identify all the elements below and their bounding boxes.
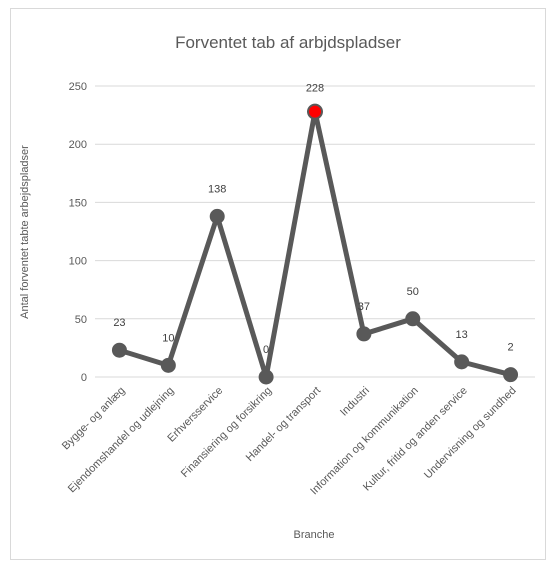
data-label: 50: [407, 286, 419, 298]
data-labels: 23 10 138 0 228 37 50 13 2: [113, 83, 513, 356]
data-point: [307, 103, 323, 120]
data-point: [405, 311, 421, 327]
data-point: [160, 357, 176, 373]
y-axis-ticks: 0 50 100 150 200 250: [69, 81, 87, 384]
x-tick-label: Industri: [338, 385, 372, 419]
data-label: 23: [113, 317, 125, 329]
data-label: 37: [358, 301, 370, 313]
data-label: 138: [208, 183, 226, 195]
series-line-path: [116, 109, 514, 380]
y-tick-label: 0: [81, 372, 87, 384]
y-tick-label: 50: [75, 314, 87, 326]
x-tick-label: Kultur, fritid og anden service: [361, 385, 470, 494]
data-point: [356, 326, 372, 342]
series-markers: [111, 103, 519, 385]
data-point: [258, 369, 274, 385]
data-point: [209, 208, 225, 224]
chart-title: Forventet tab af arbjdspladser: [175, 33, 401, 52]
x-tick-label: Ejendomshandel og udlejning: [66, 385, 177, 496]
x-tick-label: Finansiering og forsikring: [179, 385, 274, 480]
data-point: [454, 354, 470, 370]
data-label: 13: [456, 329, 468, 341]
y-tick-label: 200: [69, 139, 87, 151]
y-tick-label: 100: [69, 256, 87, 268]
x-axis-label: Branche: [294, 529, 335, 541]
data-label: 0: [263, 344, 269, 356]
data-label: 228: [306, 83, 324, 95]
x-tick-label: Undervisning og sundhed: [422, 385, 519, 482]
grid-lines: [95, 85, 535, 378]
chart-frame: [10, 8, 546, 560]
series-line: [116, 109, 514, 380]
data-point: [111, 342, 127, 358]
y-tick-label: 150: [69, 197, 87, 209]
data-label: 2: [507, 342, 513, 354]
data-label: 10: [162, 332, 174, 344]
y-tick-label: 250: [69, 81, 87, 93]
data-point: [503, 367, 519, 383]
y-axis-label: Antal forventet tabte arbejdspladser: [19, 145, 31, 319]
